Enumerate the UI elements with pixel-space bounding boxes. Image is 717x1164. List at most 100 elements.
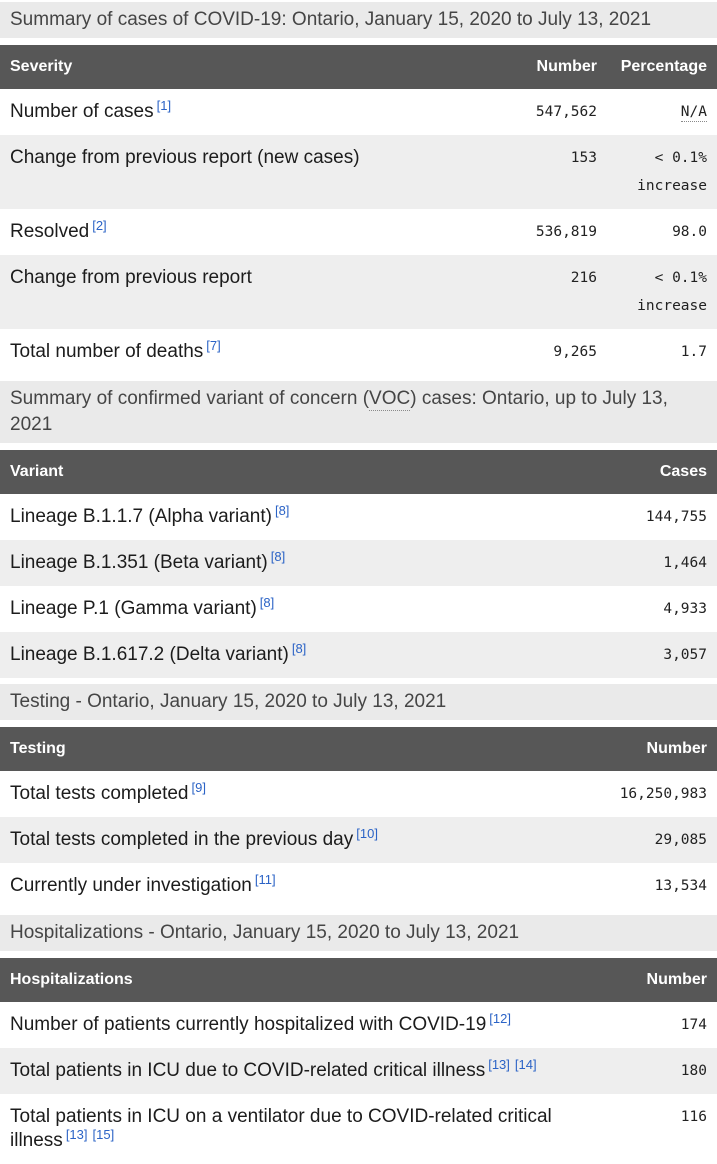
- table-row: Number of cases [1] 547,562 N/A: [0, 89, 717, 135]
- col-header-hospitalizations: Hospitalizations: [0, 958, 617, 1002]
- testing-table-header-row: Testing Number: [0, 727, 717, 771]
- row-label-text: Total patients in ICU due to COVID-relat…: [10, 1060, 486, 1081]
- number-value: 536,819: [535, 224, 597, 240]
- footnote-link[interactable]: [13]: [488, 1056, 510, 1072]
- row-label-text: Lineage B.1.351 (Beta variant): [10, 552, 268, 573]
- table-row: Number of patients currently hospitalize…: [0, 1002, 717, 1048]
- table-row: Lineage P.1 (Gamma variant) [8] 4,933: [0, 586, 717, 632]
- footnote-link[interactable]: [15]: [92, 1126, 115, 1142]
- footnote-link[interactable]: [7]: [206, 337, 221, 353]
- variant-table-header-row: Variant Cases: [0, 450, 717, 494]
- footnote-link[interactable]: [14]: [514, 1056, 537, 1072]
- col-header-testing: Testing: [0, 727, 597, 771]
- table-row: Change from previous report 216 < 0.1% in…: [0, 255, 717, 329]
- cases-value: 1,464: [663, 555, 707, 571]
- footnote-link[interactable]: [2]: [92, 217, 107, 233]
- footnote-link[interactable]: [8]: [259, 594, 275, 610]
- section-heading-voc: Summary of confirmed variant of concern …: [0, 381, 717, 443]
- cases-value: 3,057: [663, 647, 707, 663]
- col-header-number: Number: [597, 727, 717, 771]
- percentage-line1: < 0.1%: [654, 150, 707, 166]
- row-label: Number of cases [1]: [0, 89, 487, 135]
- number-value: 116: [680, 1109, 707, 1125]
- row-label: Total patients in ICU due to COVID-relat…: [0, 1048, 617, 1094]
- footnote-link[interactable]: [13]: [65, 1126, 88, 1142]
- row-label: Change from previous report: [0, 255, 487, 329]
- percentage-value: 98.0: [597, 209, 717, 255]
- voc-heading-post: ) cases: Ontario, up to July 13, 2021: [10, 388, 668, 435]
- row-label: Lineage B.1.1.7 (Alpha variant) [8]: [0, 494, 617, 540]
- row-label: Number of patients currently hospitalize…: [0, 1002, 617, 1048]
- row-label: Currently under investigation [11]: [0, 863, 597, 909]
- row-label-text: Change from previous report (new cases): [10, 147, 360, 168]
- footnote-link[interactable]: [12]: [489, 1010, 511, 1026]
- table-row: Lineage B.1.617.2 (Delta variant) [8] 3,0…: [0, 632, 717, 678]
- testing-table: Testing Number Total tests completed [9] …: [0, 727, 717, 909]
- footnote-link[interactable]: [8]: [274, 502, 290, 518]
- percentage-value: < 0.1% increase: [597, 255, 717, 329]
- row-label-text: Number of patients currently hospitalize…: [10, 1014, 487, 1035]
- table-row: Lineage B.1.351 (Beta variant) [8] 1,464: [0, 540, 717, 586]
- row-label-text: Total number of deaths: [10, 341, 204, 362]
- severity-table-header-row: Severity Number Percentage: [0, 45, 717, 89]
- row-label-text: Total patients in ICU on a ventilator du…: [10, 1106, 552, 1151]
- table-row: Currently under investigation [11] 13,534: [0, 863, 717, 909]
- col-header-variant: Variant: [0, 450, 617, 494]
- percentage-value: N/A: [597, 89, 717, 135]
- footnote-link[interactable]: [1]: [156, 97, 172, 113]
- col-header-cases: Cases: [617, 450, 717, 494]
- table-row: Total patients in ICU due to COVID-relat…: [0, 1048, 717, 1094]
- number-value: 29,085: [654, 832, 707, 848]
- row-label-text: Currently under investigation: [10, 875, 252, 896]
- row-label: Lineage P.1 (Gamma variant) [8]: [0, 586, 617, 632]
- col-header-number: Number: [617, 958, 717, 1002]
- number-value: 216: [570, 270, 597, 286]
- col-header-severity: Severity: [0, 45, 487, 89]
- percentage-line1: 1.7: [680, 344, 707, 360]
- row-label: Total tests completed in the previous da…: [0, 817, 597, 863]
- table-row: Total patients in ICU on a ventilator du…: [0, 1094, 717, 1164]
- number-value: 547,562: [535, 104, 597, 120]
- section-heading-hospitalizations: Hospitalizations - Ontario, January 15, …: [0, 915, 717, 951]
- number-value: 9,265: [553, 344, 597, 360]
- table-row: Lineage B.1.1.7 (Alpha variant) [8] 144,7…: [0, 494, 717, 540]
- row-label-text: Lineage B.1.617.2 (Delta variant): [10, 644, 289, 665]
- severity-table: Severity Number Percentage Number of cas…: [0, 45, 717, 375]
- number-value: 16,250,983: [619, 786, 707, 802]
- row-label-text: Lineage P.1 (Gamma variant): [10, 598, 257, 619]
- table-row: Total tests completed [9] 16,250,983: [0, 771, 717, 817]
- cases-value: 4,933: [663, 601, 707, 617]
- footnote-link[interactable]: [10]: [356, 825, 378, 841]
- row-label: Total patients in ICU on a ventilator du…: [0, 1094, 617, 1164]
- voc-abbreviation: VOC: [369, 388, 411, 411]
- number-value: 174: [680, 1017, 707, 1033]
- footnote-link[interactable]: [8]: [291, 640, 307, 656]
- row-label: Lineage B.1.617.2 (Delta variant) [8]: [0, 632, 617, 678]
- row-label-text: Change from previous report: [10, 267, 252, 288]
- row-label-text: Total tests completed: [10, 783, 189, 804]
- section-heading-cases: Summary of cases of COVID-19: Ontario, J…: [0, 2, 717, 38]
- col-header-percentage: Percentage: [597, 45, 717, 89]
- voc-heading-pre: Summary of confirmed variant of concern …: [10, 388, 370, 409]
- section-heading-testing: Testing - Ontario, January 15, 2020 to J…: [0, 684, 717, 720]
- percentage-value: 1.7: [597, 329, 717, 375]
- number-value: 153: [570, 150, 597, 166]
- row-label: Total number of deaths [7]: [0, 329, 487, 375]
- number-value: 180: [680, 1063, 707, 1079]
- number-value: 13,534: [654, 878, 707, 894]
- row-label-text: Lineage B.1.1.7 (Alpha variant): [10, 506, 272, 527]
- percentage-line2: increase: [637, 298, 707, 314]
- row-label-text: Resolved: [10, 221, 90, 242]
- footnote-link[interactable]: [8]: [270, 548, 286, 564]
- row-label: Lineage B.1.351 (Beta variant) [8]: [0, 540, 617, 586]
- table-row: Resolved [2] 536,819 98.0: [0, 209, 717, 255]
- percentage-line1: < 0.1%: [654, 270, 707, 286]
- footnote-link[interactable]: [11]: [254, 871, 276, 887]
- table-row: Total number of deaths [7] 9,265 1.7: [0, 329, 717, 375]
- percentage-line1: 98.0: [672, 224, 707, 240]
- cases-value: 144,755: [645, 509, 707, 525]
- row-label-text: Number of cases: [10, 101, 154, 122]
- footnote-link[interactable]: [9]: [191, 779, 206, 795]
- na-abbreviation: N/A: [680, 104, 707, 122]
- hospitalizations-table-header-row: Hospitalizations Number: [0, 958, 717, 1002]
